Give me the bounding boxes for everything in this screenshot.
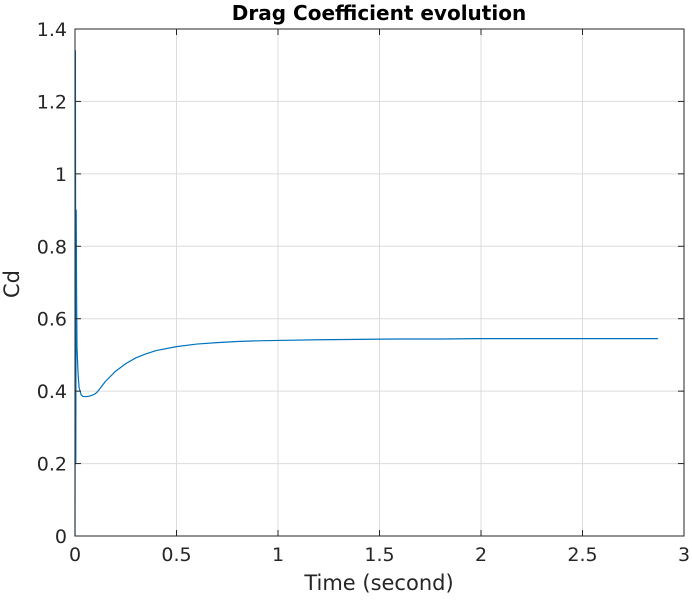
y-tick-label: 0.8 [37, 236, 67, 258]
series-line [74, 50, 659, 537]
x-tick-label: 1 [272, 544, 284, 566]
x-tick-label: 1.5 [364, 544, 394, 566]
x-tick-label: 3 [678, 544, 690, 566]
x-tick-label: 2.5 [567, 544, 597, 566]
y-tick-label: 1.2 [37, 91, 67, 113]
tick-labels: 0 0.5 1 1.5 2 2.5 3 0 0.2 0.4 0.6 0.8 1 1.2 1.4 [37, 19, 690, 566]
x-tick-label: 2 [475, 544, 487, 566]
grid [74, 28, 685, 537]
y-tick-label: 1 [55, 164, 67, 186]
y-tick-label: 0.6 [37, 309, 67, 331]
x-axis-title: Time (second) [303, 571, 453, 595]
chart-title: Drag Coefficient evolution [232, 1, 526, 25]
x-tick-label: 0.5 [161, 544, 191, 566]
y-tick-label: 0.4 [37, 381, 67, 403]
y-tick-label: 1.4 [37, 19, 67, 41]
series-layer [74, 50, 659, 537]
x-tick-label: 0 [69, 544, 81, 566]
axes [74, 28, 685, 537]
y-tick-label: 0 [55, 526, 67, 548]
y-tick-label: 0.2 [37, 454, 67, 476]
y-axis-title: Cd [0, 270, 24, 298]
